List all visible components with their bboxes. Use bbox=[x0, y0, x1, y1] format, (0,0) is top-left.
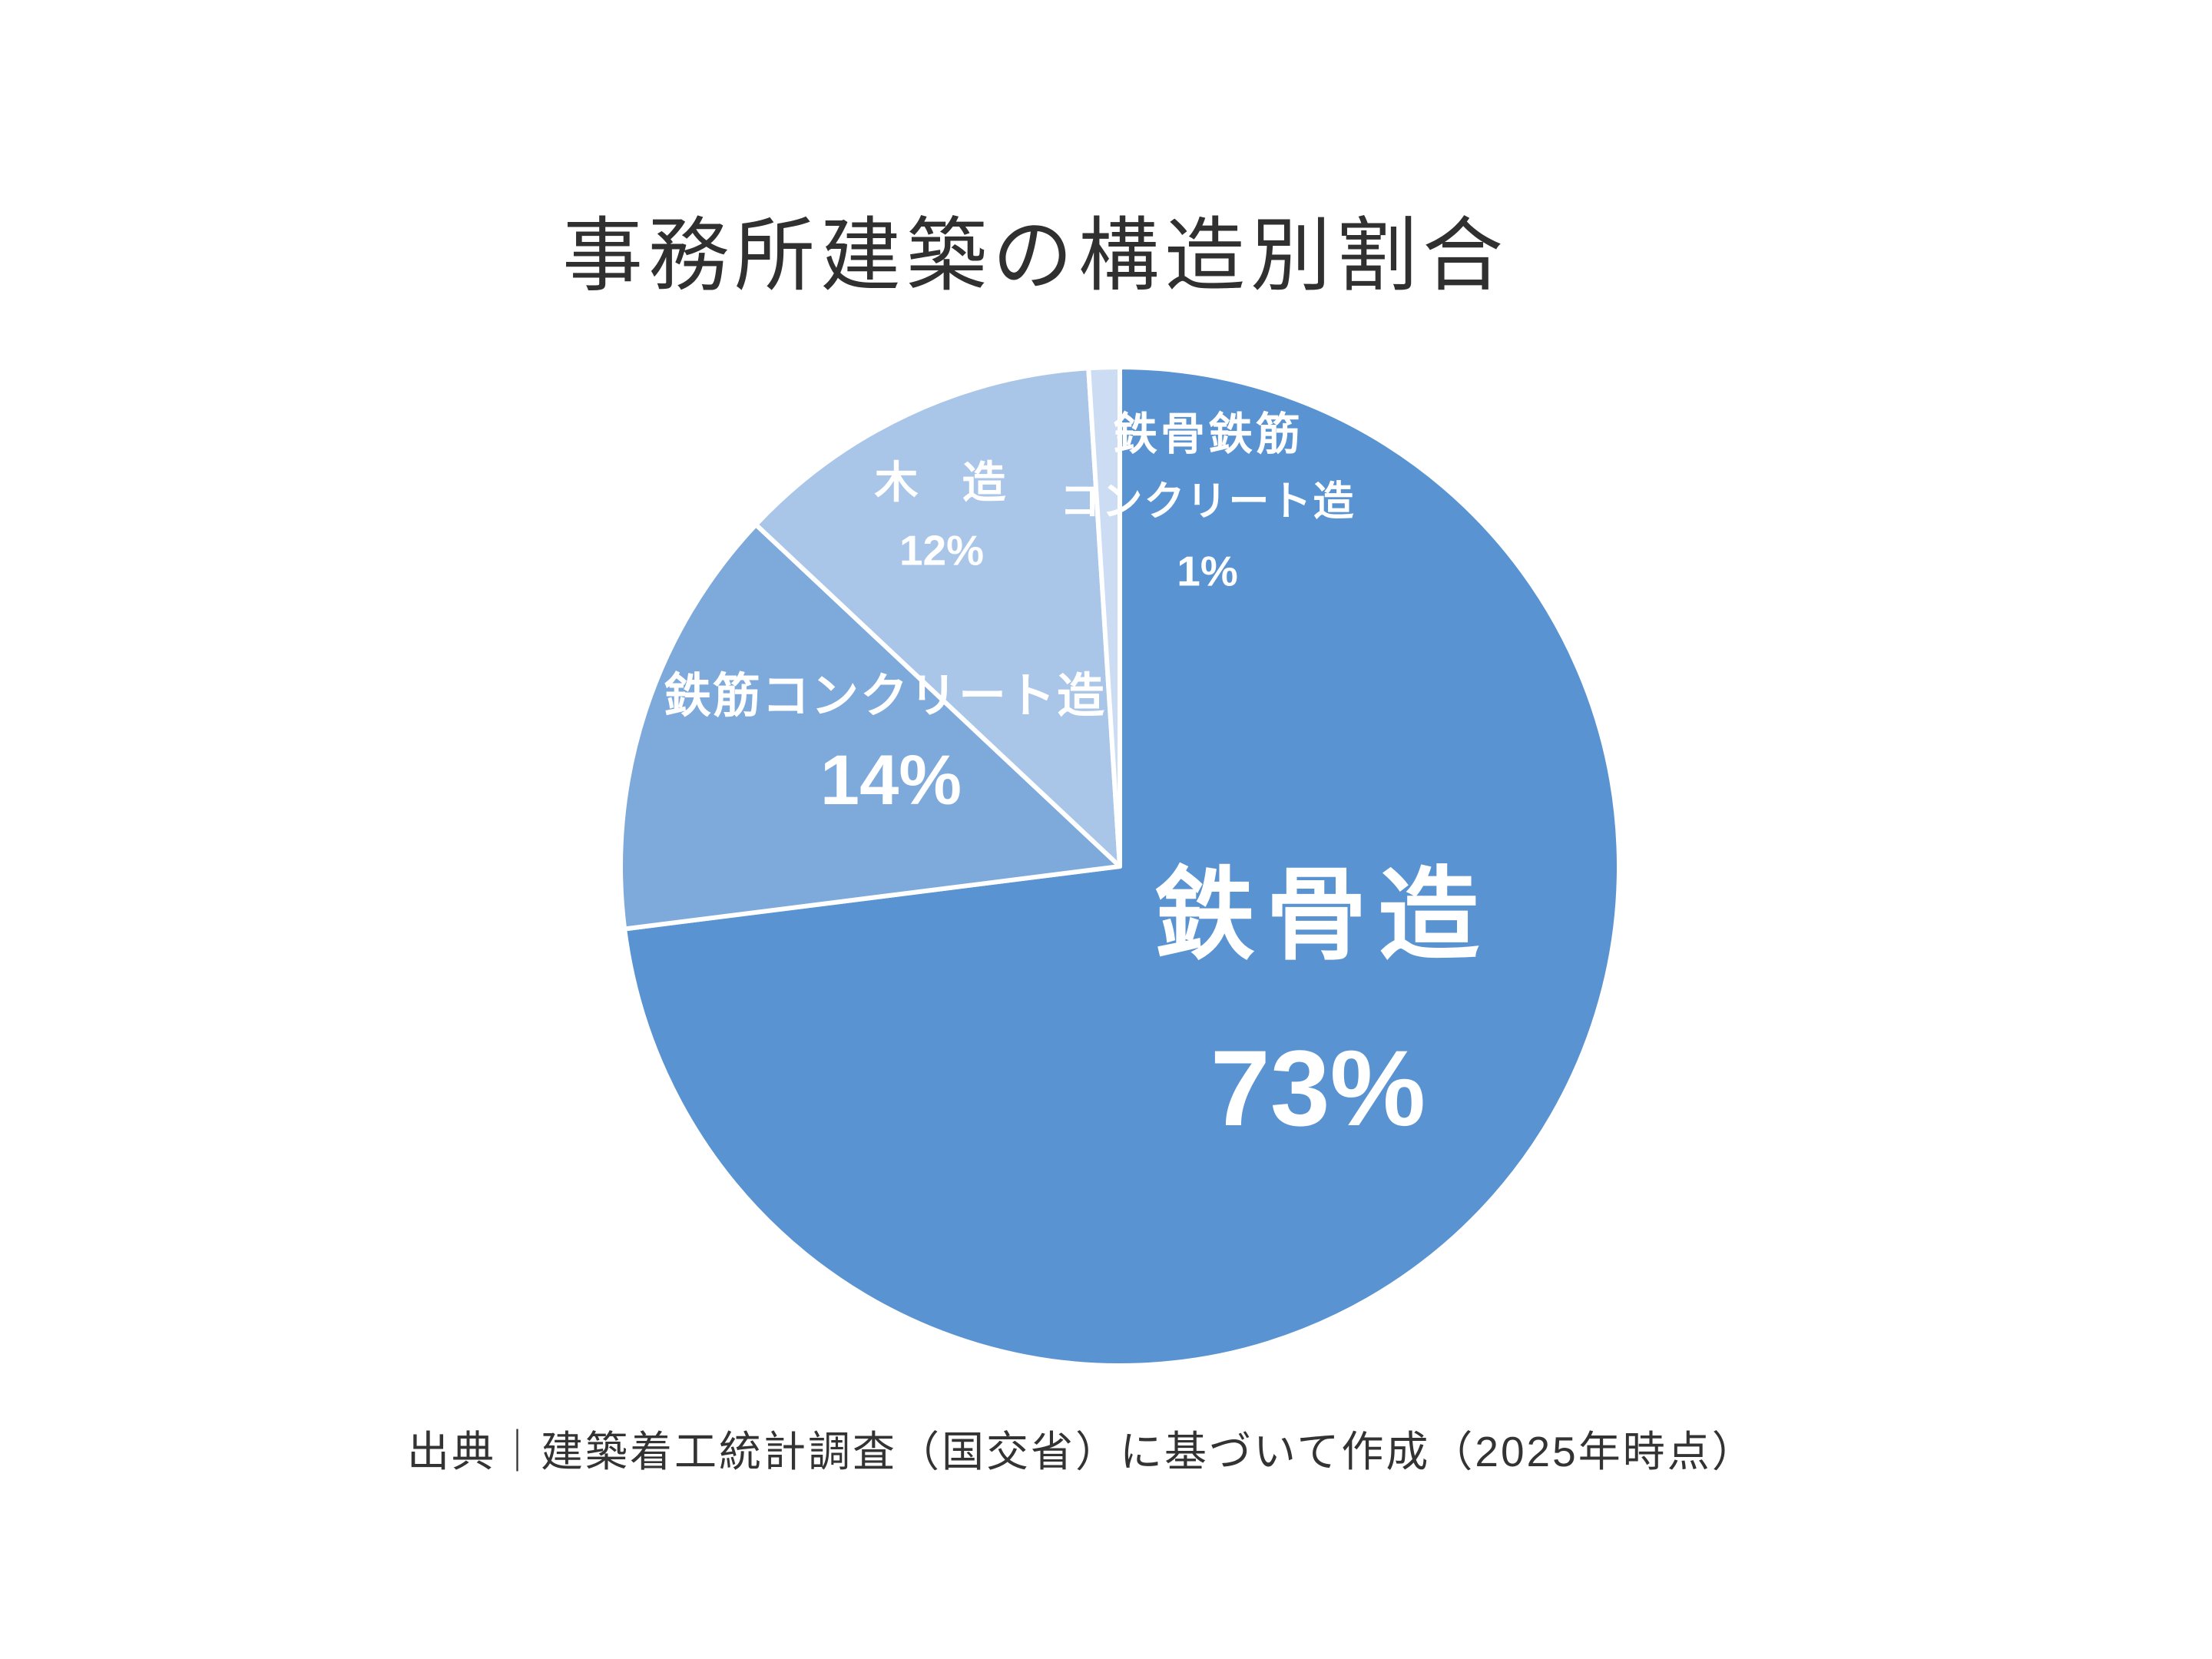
slice-value-steel-reinforced-concrete: 1% bbox=[1177, 547, 1238, 595]
source-note: 出典｜建築着工統計調査（国交省）に基づいて作成（2025年時点） bbox=[407, 1428, 1757, 1475]
slice-value-steel: 73% bbox=[1210, 1028, 1426, 1148]
slice-label-steel-reinforced-concrete-line1: 鉄骨鉄筋 bbox=[1112, 409, 1304, 459]
slice-value-reinforced-concrete: 14% bbox=[820, 741, 962, 820]
slice-label-reinforced-concrete: 鉄筋コンクリート造 bbox=[663, 670, 1107, 723]
chart-title: 事務所建築の構造別割合 bbox=[562, 211, 1509, 301]
pie-slice-1 bbox=[618, 522, 1122, 932]
slice-label-steel-reinforced-concrete-line2: コンクリート造 bbox=[1059, 478, 1356, 525]
slice-label-wood: 木 造 bbox=[874, 458, 1006, 508]
slice-value-wood: 12% bbox=[899, 526, 985, 575]
pie-slice-2 bbox=[753, 366, 1122, 869]
pie-slice-3 bbox=[1086, 364, 1122, 869]
slice-label-steel: 鉄骨造 bbox=[1154, 859, 1490, 972]
